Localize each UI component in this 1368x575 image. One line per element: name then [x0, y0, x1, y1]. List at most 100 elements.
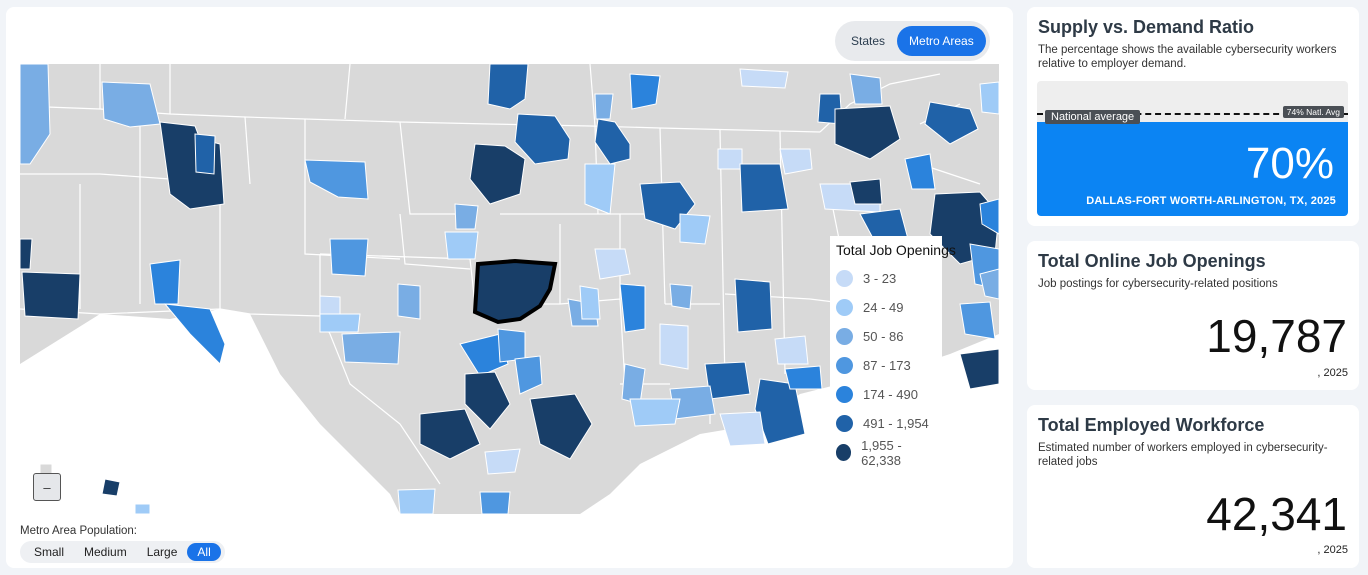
population-small-button[interactable]: Small: [34, 545, 65, 559]
job-openings-description: Job postings for cybersecurity-related p…: [1038, 278, 1278, 290]
metro-area: [669, 283, 693, 310]
metro-area: [304, 159, 369, 200]
population-all-button[interactable]: All: [187, 543, 221, 561]
metro-area: [194, 133, 216, 175]
metro-area: [739, 68, 789, 89]
metro-area: [21, 271, 81, 320]
metro-area: [719, 411, 766, 447]
ratio-fill-bar: [1037, 121, 1348, 216]
metro-area: [464, 371, 511, 430]
metro-area: [319, 313, 361, 333]
metro-area: [584, 163, 616, 215]
employed-workforce-card: Total Employed Workforce Estimated numbe…: [1027, 405, 1359, 568]
metro-area: [659, 323, 689, 370]
legend-label: 174 - 490: [863, 387, 918, 402]
legend-item[interactable]: 491 - 1,954: [836, 409, 936, 438]
metro-area: [849, 178, 883, 205]
supply-demand-description: The percentage shows the available cyber…: [1038, 44, 1337, 70]
metro-area: [594, 118, 631, 165]
metro-area: [397, 488, 436, 514]
metro-area: [454, 203, 479, 230]
metro-area: [904, 153, 936, 190]
job-openings-card: Total Online Job Openings Job postings f…: [1027, 241, 1359, 390]
map-panel: States Metro Areas Total Job Openings 3 …: [6, 7, 1013, 568]
metro-area: [579, 285, 601, 320]
metro-area: [739, 163, 789, 213]
population-large-button[interactable]: Large: [146, 545, 178, 559]
metro-area: [717, 148, 743, 170]
legend-item[interactable]: 50 - 86: [836, 322, 936, 351]
metro-area: [784, 365, 823, 390]
population-filter-pills: Small Medium Large All: [20, 541, 225, 563]
employed-workforce-description: Estimated number of workers employed in …: [1038, 442, 1328, 468]
metro-area: [959, 348, 999, 390]
metro-area: [469, 143, 526, 205]
legend-item[interactable]: 174 - 490: [836, 380, 936, 409]
zoom-out-button[interactable]: –: [33, 473, 61, 501]
metro-area: [341, 331, 401, 365]
legend-swatch: [836, 299, 853, 316]
ratio-gauge: National average 74% Natl. Avg 70% DALLA…: [1037, 81, 1348, 216]
metro-area: [484, 448, 521, 475]
legend-title: Total Job Openings: [836, 242, 956, 258]
metro-area: [979, 198, 999, 235]
metro-area: [594, 93, 614, 120]
legend-label: 3 - 23: [863, 271, 897, 286]
metro-area: [329, 238, 369, 277]
metro-area: [397, 283, 421, 320]
national-average-tag: 74% Natl. Avg: [1282, 106, 1344, 118]
legend-label: 87 - 173: [863, 358, 911, 373]
metro-area: [594, 248, 631, 280]
metro-area: [20, 64, 51, 165]
legend-swatch: [836, 444, 852, 461]
metro-area: [849, 73, 883, 105]
metro-area: [629, 73, 661, 110]
ratio-metro-label: DALLAS-FORT WORTH-ARLINGTON, TX, 2025: [1086, 195, 1336, 207]
metro-area: [514, 113, 571, 165]
employed-workforce-title: Total Employed Workforce: [1038, 415, 1265, 435]
metro-areas-toggle-button[interactable]: Metro Areas: [897, 26, 986, 56]
metro-area: [779, 148, 813, 175]
metro-area: [834, 105, 901, 160]
job-openings-value: 19,787: [1206, 310, 1347, 362]
ratio-value: 70%: [1245, 139, 1334, 188]
metro-area: [134, 503, 151, 514]
legend-swatch: [836, 270, 853, 287]
view-toggle: States Metro Areas: [835, 21, 990, 61]
metro-area: [20, 238, 33, 270]
metro-area: [924, 101, 979, 145]
legend-label: 24 - 49: [863, 300, 904, 315]
national-average-line: [1037, 113, 1348, 115]
metro-area: [774, 335, 809, 365]
national-average-label: National average: [1045, 110, 1141, 124]
legend-item[interactable]: 3 - 23: [836, 264, 936, 293]
metro-area: [479, 491, 511, 514]
metro-area: [619, 283, 646, 333]
population-medium-button[interactable]: Medium: [84, 545, 127, 559]
metro-area: [979, 268, 999, 300]
states-toggle-button[interactable]: States: [851, 34, 886, 48]
metro-area: [979, 81, 999, 115]
metro-area: [319, 295, 341, 315]
legend-swatch: [836, 328, 853, 345]
supply-demand-card: Supply vs. Demand Ratio The percentage s…: [1027, 7, 1359, 226]
metro-area: [101, 478, 121, 497]
metro-area: [497, 328, 526, 363]
metro-area: [529, 393, 593, 460]
employed-workforce-year: , 2025: [1317, 544, 1348, 556]
metro-area: [514, 355, 543, 395]
metro-area: [444, 231, 479, 260]
metro-areas: [20, 64, 999, 514]
legend-swatch: [836, 415, 853, 432]
job-openings-title: Total Online Job Openings: [1038, 251, 1266, 271]
legend-item[interactable]: 24 - 49: [836, 293, 936, 322]
population-filter-label: Metro Area Population:: [20, 525, 137, 537]
legend-item[interactable]: 1,955 - 62,338: [836, 437, 936, 468]
metro-area: [419, 408, 481, 460]
legend-item[interactable]: 87 - 173: [836, 351, 936, 380]
legend-label: 1,955 - 62,338: [861, 437, 902, 468]
legend-label: 491 - 1,954: [863, 416, 929, 431]
employed-workforce-value: 42,341: [1206, 488, 1347, 540]
supply-demand-title: Supply vs. Demand Ratio: [1038, 17, 1255, 37]
metro-area: [959, 301, 996, 340]
